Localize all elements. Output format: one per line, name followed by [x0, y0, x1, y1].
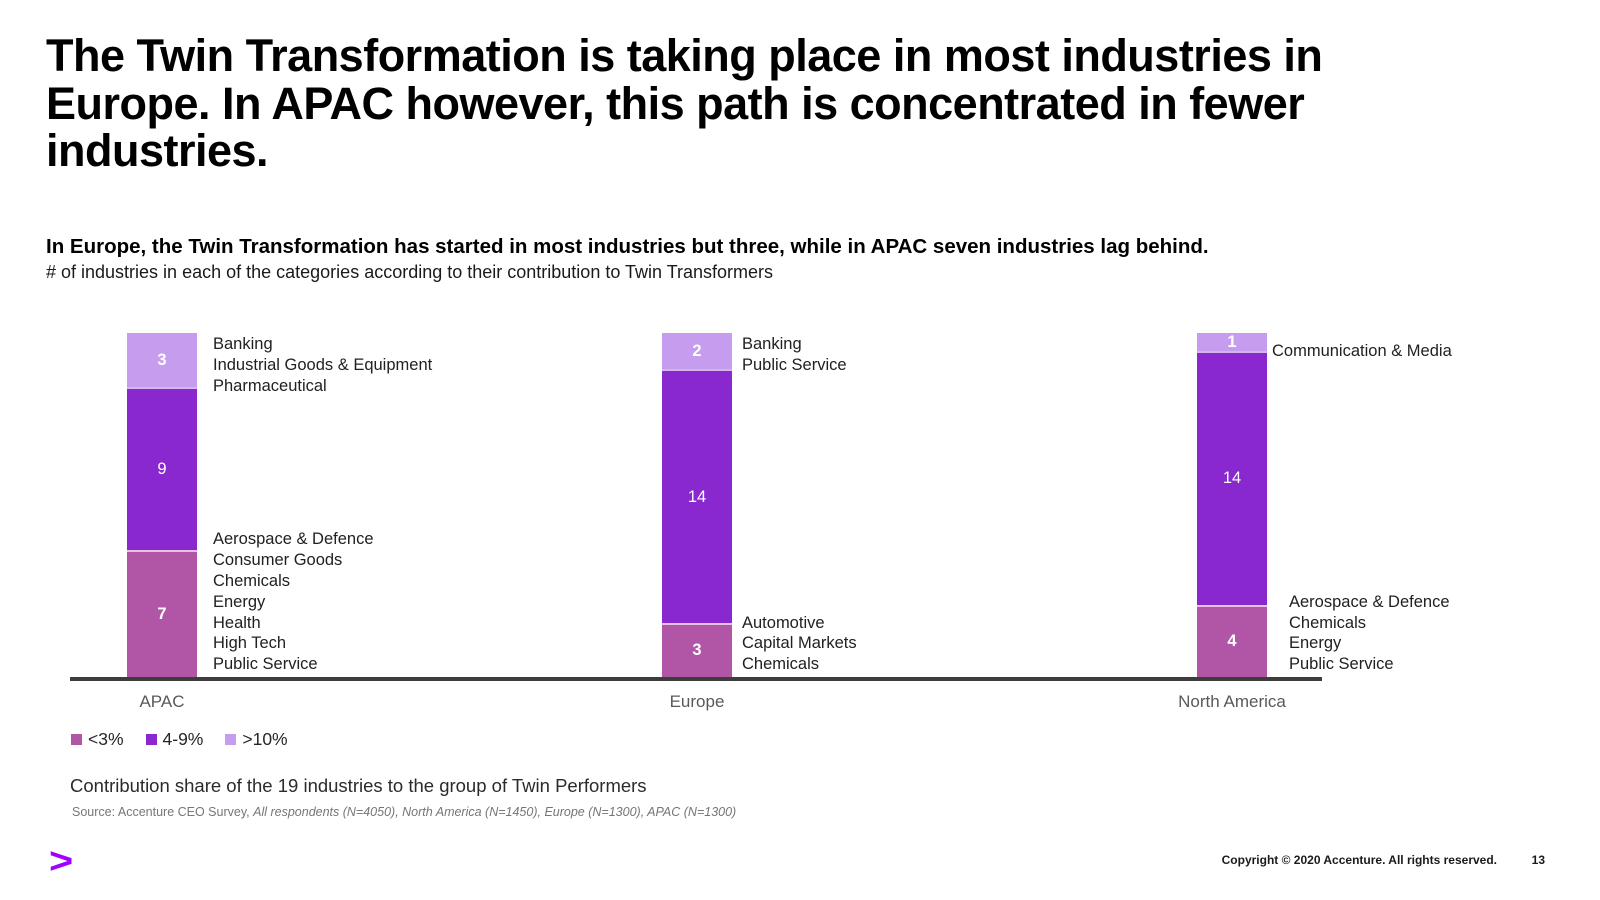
industry-label: Health	[213, 613, 261, 632]
category-label-north-america: North America	[1178, 692, 1286, 711]
industry-label: Aerospace & Defence	[213, 530, 374, 549]
industry-label: Consumer Goods	[213, 551, 343, 570]
category-label-europe: Europe	[669, 692, 725, 711]
segment-value: 4	[1227, 632, 1237, 651]
industry-label: Chemicals	[742, 655, 820, 674]
bar-apac: 3 9 7	[127, 333, 197, 677]
industry-label: Capital Markets	[742, 634, 857, 653]
industry-label: Public Service	[1289, 655, 1394, 674]
legend-label: 4-9%	[162, 729, 204, 749]
industry-labels-north-america-bottom: Aerospace & Defence Chemicals Energy Public…	[1289, 592, 1450, 675]
industry-labels-apac-bottom: Aerospace & Defence Consumer Goods Chemica…	[213, 529, 374, 675]
industry-labels-europe-top: Banking Public Service	[742, 334, 847, 376]
copyright-text: Copyright © 2020 Accenture. All rights r…	[1221, 853, 1497, 867]
segment-value: 7	[157, 605, 167, 624]
industry-label: Energy	[1289, 634, 1342, 653]
legend-item-3: <3%	[71, 729, 124, 750]
accenture-logo: >	[49, 840, 74, 881]
industry-label: Energy	[213, 592, 266, 611]
legend-swatch-icon	[225, 734, 237, 745]
industry-label: Public Service	[742, 355, 847, 374]
chart-description: # of industries in each of the categorie…	[46, 262, 774, 282]
page-number: 13	[1531, 853, 1545, 867]
segment-apac-4-9: 9	[127, 387, 197, 551]
source-detail: All respondents (N=4050), North America …	[253, 805, 737, 819]
source-prefix: Source: Accenture CEO Survey,	[72, 805, 254, 819]
bar-north-america: 1 14 4	[1197, 333, 1267, 677]
segment-north-america-3: 4	[1197, 604, 1267, 677]
segment-north-america-10: 1	[1197, 332, 1267, 352]
industry-label: High Tech	[213, 634, 287, 653]
segment-value: 14	[1222, 469, 1242, 488]
legend-item-10: >10%	[225, 729, 288, 750]
segment-apac-10: 3	[127, 333, 197, 388]
segment-value: 9	[157, 460, 167, 479]
segment-value: 14	[687, 487, 707, 506]
segment-value: 3	[692, 641, 702, 660]
industry-label: Industrial Goods & Equipment	[213, 355, 433, 374]
legend-swatch-icon	[145, 734, 157, 745]
industry-label: Pharmaceutical	[213, 376, 327, 395]
industry-label: Banking	[742, 335, 802, 353]
industry-label: Automotive	[742, 613, 825, 632]
chart-legend: <3% 4-9% >10%	[71, 729, 288, 750]
bar-europe: 2 14 3	[662, 333, 732, 677]
segment-europe-4-9: 14	[662, 369, 732, 623]
slide-title: The Twin Transformation is taking place …	[46, 30, 1323, 177]
legend-swatch-icon	[71, 734, 82, 745]
category-label-apac: APAC	[139, 692, 185, 711]
slide-subtitle: In Europe, the Twin Transformation has s…	[46, 235, 1209, 258]
industry-labels-europe-bottom: Automotive Capital Markets Chemicals	[742, 613, 857, 675]
footnote: Contribution share of the 19 industries …	[70, 775, 647, 796]
x-axis-line	[70, 677, 1322, 681]
industry-label: Chemicals	[1289, 613, 1367, 632]
industry-labels-apac-top: Banking Industrial Goods & Equipment Pharm…	[213, 334, 432, 396]
source-note: Source: Accenture CEO Survey, All respon…	[72, 805, 736, 819]
segment-north-america-4-9: 14	[1197, 351, 1267, 605]
segment-europe-10: 2	[662, 333, 732, 370]
industry-label: Public Service	[213, 655, 318, 674]
industry-label: Communication & Media	[1272, 342, 1452, 360]
industry-label: Chemicals	[213, 572, 291, 591]
segment-value: 2	[692, 341, 702, 360]
segment-europe-3: 3	[662, 622, 732, 677]
legend-item-4-9: 4-9%	[145, 729, 204, 750]
segment-value: 1	[1227, 332, 1237, 351]
industry-label: Aerospace & Defence	[1289, 592, 1450, 611]
legend-label: >10%	[242, 729, 288, 749]
industry-label: Banking	[213, 335, 273, 353]
legend-label: <3%	[88, 729, 124, 749]
segment-apac-3: 7	[127, 550, 197, 677]
industry-labels-north-america-top: Communication & Media	[1272, 341, 1452, 362]
segment-value: 3	[157, 350, 167, 369]
